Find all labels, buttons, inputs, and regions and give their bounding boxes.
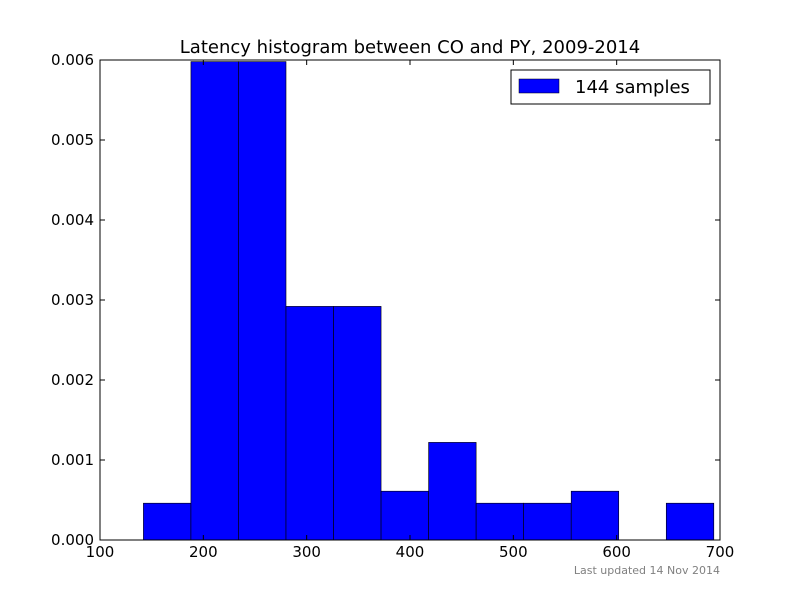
histogram-bar-7	[428, 442, 477, 541]
histogram-bar-6	[380, 490, 429, 541]
histogram-bar-10	[570, 490, 620, 541]
legend-swatch	[518, 78, 560, 94]
histogram-bar-1	[143, 502, 192, 541]
x-tick-label: 500	[499, 543, 528, 561]
y-tick-label: 0.004	[51, 211, 94, 229]
histogram-bar-4	[285, 306, 334, 541]
y-tick-label: 0.006	[51, 51, 94, 69]
x-tick-label: 600	[602, 543, 631, 561]
x-tick-label: 100	[86, 543, 115, 561]
footnote: Last updated 14 Nov 2014	[574, 564, 720, 577]
x-tick-label: 200	[189, 543, 218, 561]
histogram-bar-9	[523, 502, 572, 541]
histogram-bar-8	[475, 502, 524, 541]
histogram-bar-3	[238, 61, 287, 541]
y-tick-label: 0.005	[51, 131, 94, 149]
x-axis: 100 200 300 400 500 600 700	[86, 60, 735, 561]
y-tick-label: 0.003	[51, 291, 94, 309]
legend: 144 samples	[510, 69, 711, 105]
bars-group	[143, 61, 715, 541]
histogram-bar-2	[190, 61, 239, 541]
chart-title: Latency histogram between CO and PY, 200…	[180, 37, 640, 58]
histogram-bar-12	[665, 502, 715, 541]
y-axis: 0.000 0.001 0.002 0.003 0.004 0.005 0.006	[51, 51, 720, 549]
x-tick-label: 700	[706, 543, 735, 561]
y-tick-label: 0.000	[51, 531, 94, 549]
legend-entry: 144 samples	[575, 77, 690, 98]
y-tick-label: 0.002	[51, 371, 94, 389]
histogram-bar-5	[333, 306, 382, 541]
y-tick-label: 0.001	[51, 451, 94, 469]
x-tick-label: 400	[396, 543, 425, 561]
x-tick-label: 300	[292, 543, 321, 561]
